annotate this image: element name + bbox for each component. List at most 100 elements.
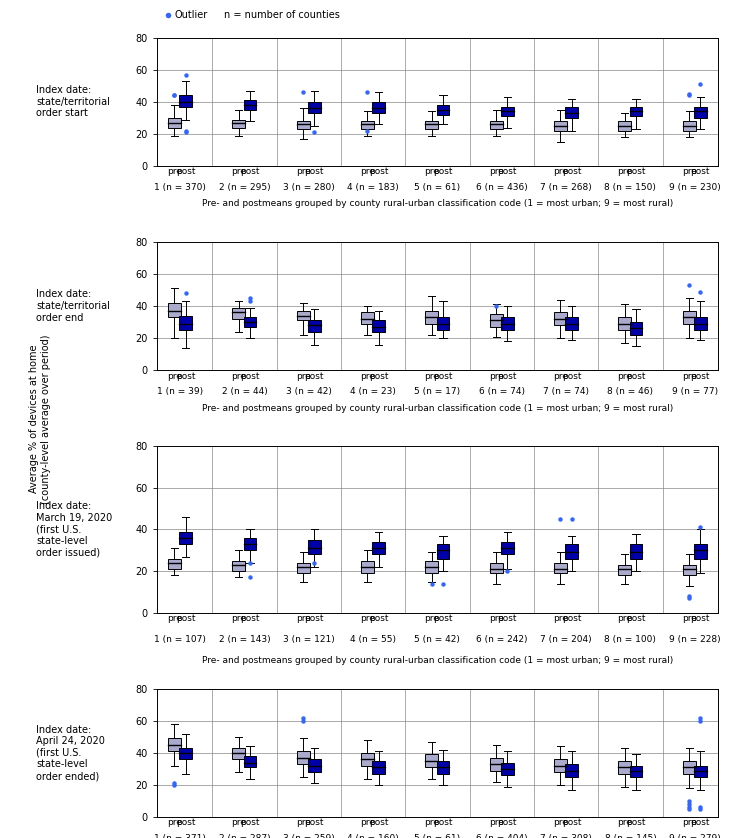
Bar: [682, 311, 695, 323]
Text: 8 (n = 46): 8 (n = 46): [607, 387, 653, 396]
Text: 1 (n = 107): 1 (n = 107): [154, 634, 206, 644]
Bar: [373, 320, 385, 332]
Bar: [565, 764, 578, 777]
Bar: [297, 122, 310, 129]
Text: 5 (n = 61): 5 (n = 61): [414, 183, 461, 192]
Bar: [490, 563, 502, 573]
Bar: [297, 563, 310, 573]
Bar: [297, 311, 310, 320]
Bar: [694, 106, 707, 118]
Text: 6 (n = 242): 6 (n = 242): [476, 634, 528, 644]
Text: Index date:
state/territorial
order end: Index date: state/territorial order end: [36, 289, 110, 323]
Text: 8 (n = 100): 8 (n = 100): [604, 634, 656, 644]
Text: Index date:
March 19, 2020
(first U.S.
state-level
order issued): Index date: March 19, 2020 (first U.S. s…: [36, 501, 112, 557]
Bar: [630, 544, 642, 559]
Bar: [179, 531, 192, 544]
Text: 2 (n = 143): 2 (n = 143): [219, 634, 270, 644]
Bar: [501, 106, 514, 116]
Bar: [308, 102, 321, 113]
Bar: [308, 540, 321, 555]
Text: 6 (n = 74): 6 (n = 74): [479, 387, 525, 396]
Text: 9 (n = 228): 9 (n = 228): [669, 634, 720, 644]
Text: 1 (n = 39): 1 (n = 39): [157, 387, 203, 396]
Text: 5 (n = 61): 5 (n = 61): [414, 834, 461, 838]
Text: Average % of devices at home
(county-level average over period): Average % of devices at home (county-lev…: [29, 334, 51, 504]
Text: 6 (n = 436): 6 (n = 436): [476, 183, 528, 192]
Bar: [501, 542, 514, 555]
Text: Index date:
April 24, 2020
(first U.S.
state-level
order ended): Index date: April 24, 2020 (first U.S. s…: [36, 725, 105, 781]
Bar: [501, 763, 514, 775]
Text: 8 (n = 145): 8 (n = 145): [604, 834, 656, 838]
Bar: [233, 561, 245, 572]
Bar: [437, 105, 450, 115]
Bar: [618, 318, 631, 330]
Bar: [243, 756, 257, 768]
Bar: [233, 748, 245, 759]
Bar: [179, 96, 192, 106]
Text: 3 (n = 42): 3 (n = 42): [286, 387, 332, 396]
Bar: [361, 561, 374, 573]
Bar: [682, 122, 695, 131]
Bar: [554, 122, 567, 131]
Bar: [618, 122, 631, 131]
Bar: [179, 748, 192, 759]
Bar: [490, 314, 502, 327]
Bar: [618, 565, 631, 576]
Text: Index date:
state/territorial
order start: Index date: state/territorial order star…: [36, 85, 110, 118]
Bar: [361, 753, 374, 766]
Legend: Outlier, n = number of counties: Outlier, n = number of counties: [162, 7, 344, 24]
Bar: [437, 544, 450, 559]
Text: 7 (n = 204): 7 (n = 204): [540, 634, 592, 644]
Text: 3 (n = 259): 3 (n = 259): [283, 834, 335, 838]
Bar: [437, 318, 450, 330]
Bar: [630, 106, 642, 116]
Bar: [425, 122, 438, 129]
Text: Pre- and postmeans grouped by county rural-urban classification code (1 = most u: Pre- and postmeans grouped by county rur…: [202, 656, 673, 665]
Bar: [373, 102, 385, 113]
Text: 5 (n = 42): 5 (n = 42): [415, 634, 460, 644]
Bar: [554, 313, 567, 325]
Text: 2 (n = 287): 2 (n = 287): [219, 834, 270, 838]
Text: Pre- and postmeans grouped by county rural-urban classification code (1 = most u: Pre- and postmeans grouped by county rur…: [202, 404, 673, 412]
Bar: [682, 565, 695, 576]
Text: 4 (n = 55): 4 (n = 55): [350, 634, 396, 644]
Text: 4 (n = 183): 4 (n = 183): [347, 183, 399, 192]
Bar: [308, 759, 321, 772]
Bar: [565, 544, 578, 559]
Bar: [490, 758, 502, 770]
Bar: [168, 118, 181, 127]
Bar: [425, 311, 438, 323]
Text: 4 (n = 23): 4 (n = 23): [350, 387, 396, 396]
Bar: [425, 561, 438, 573]
Text: 5 (n = 17): 5 (n = 17): [414, 387, 461, 396]
Bar: [168, 559, 181, 569]
Text: 1 (n = 371): 1 (n = 371): [154, 834, 206, 838]
Bar: [565, 106, 578, 118]
Bar: [168, 303, 181, 318]
Text: 2 (n = 295): 2 (n = 295): [219, 183, 270, 192]
Bar: [308, 320, 321, 332]
Text: 9 (n = 230): 9 (n = 230): [669, 183, 721, 192]
Bar: [682, 761, 695, 773]
Bar: [554, 759, 567, 772]
Bar: [233, 120, 245, 127]
Text: 7 (n = 308): 7 (n = 308): [540, 834, 592, 838]
Text: 7 (n = 74): 7 (n = 74): [543, 387, 589, 396]
Bar: [618, 761, 631, 773]
Text: 8 (n = 150): 8 (n = 150): [604, 183, 656, 192]
Text: Pre- and postmeans grouped by county rural-urban classification code (1 = most u: Pre- and postmeans grouped by county rur…: [202, 199, 673, 209]
Bar: [501, 318, 514, 330]
Bar: [179, 316, 192, 330]
Text: 7 (n = 268): 7 (n = 268): [540, 183, 592, 192]
Bar: [361, 122, 374, 129]
Bar: [373, 761, 385, 773]
Bar: [630, 322, 642, 335]
Text: 6 (n = 404): 6 (n = 404): [476, 834, 528, 838]
Bar: [554, 563, 567, 573]
Bar: [490, 122, 502, 129]
Bar: [437, 761, 450, 773]
Text: 3 (n = 121): 3 (n = 121): [283, 634, 335, 644]
Bar: [630, 766, 642, 777]
Text: 3 (n = 280): 3 (n = 280): [283, 183, 335, 192]
Text: 2 (n = 44): 2 (n = 44): [222, 387, 268, 396]
